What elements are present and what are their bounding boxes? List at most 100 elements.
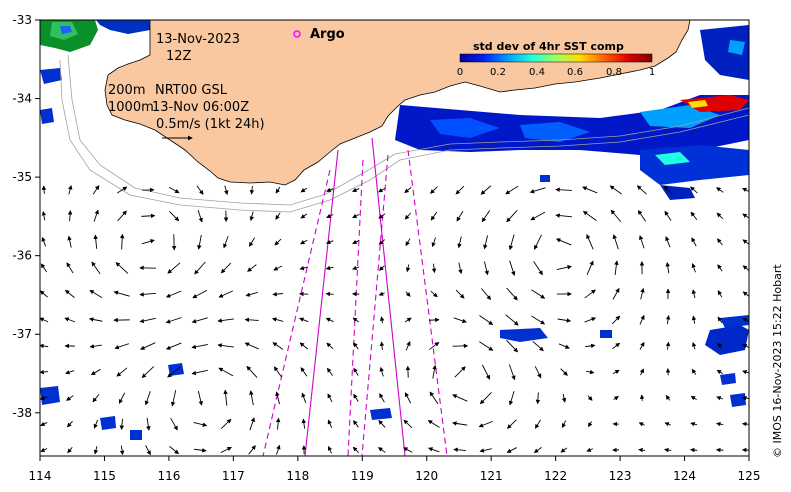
- current-vector: [453, 317, 467, 324]
- current-vector: [614, 260, 619, 275]
- current-vector: [505, 185, 519, 195]
- current-vector: [378, 291, 385, 296]
- current-vector: [690, 186, 698, 194]
- current-vector: [220, 418, 232, 429]
- current-vector: [665, 236, 671, 248]
- current-vector: [742, 213, 749, 219]
- lon-tick-label: 120: [415, 469, 438, 483]
- lat-tick-label: -33: [12, 13, 32, 27]
- current-vector: [144, 391, 151, 406]
- current-vector: [560, 447, 568, 453]
- current-vector: [506, 447, 517, 453]
- current-vector: [506, 209, 518, 223]
- current-vector: [691, 289, 697, 299]
- lat-tick-label: -35: [12, 170, 32, 184]
- current-vector: [66, 420, 73, 428]
- current-vector: [220, 446, 232, 454]
- current-vector: [196, 185, 204, 195]
- current-vector: [93, 234, 98, 249]
- current-vector: [379, 265, 385, 271]
- colorbar-tick-label: 0: [457, 67, 463, 78]
- current-vector: [533, 261, 543, 276]
- current-vector: [555, 213, 573, 218]
- lat-tick-label: -37: [12, 327, 32, 341]
- current-vector: [561, 420, 567, 429]
- current-vector: [716, 396, 724, 401]
- current-vector: [639, 341, 645, 350]
- current-vector: [741, 421, 749, 427]
- current-vector: [191, 344, 208, 350]
- colorbar-ticks: 0 0.2 0.4 0.6 0.8 1: [457, 67, 655, 78]
- current-vector: [505, 314, 519, 326]
- current-vector: [611, 315, 621, 325]
- current-vector: [665, 262, 670, 274]
- current-vector: [716, 212, 724, 220]
- current-vector: [742, 265, 749, 271]
- current-vector: [379, 366, 384, 377]
- current-vector: [530, 211, 546, 221]
- current-vector: [454, 366, 466, 378]
- current-vector: [167, 366, 181, 378]
- current-vector: [116, 367, 128, 377]
- current-vector: [557, 318, 572, 323]
- current-vector: [117, 186, 128, 194]
- current-vector: [325, 291, 334, 297]
- current-vector: [41, 185, 47, 194]
- current-vector: [691, 237, 697, 247]
- current-vector: [612, 369, 620, 375]
- current-vector: [458, 262, 463, 275]
- current-vector: [326, 213, 334, 218]
- current-vector: [430, 211, 438, 221]
- current-vector: [690, 421, 698, 427]
- current-vector: [427, 420, 440, 428]
- current-vector: [691, 315, 697, 324]
- current-vector: [40, 395, 48, 401]
- current-vector: [41, 210, 47, 221]
- current-vector: [66, 395, 74, 401]
- current-vector: [405, 291, 411, 297]
- current-vector: [405, 238, 411, 247]
- current-vector: [535, 392, 541, 405]
- current-vector: [638, 235, 645, 249]
- current-vector: [582, 186, 598, 194]
- current-vector: [141, 213, 156, 219]
- current-vector: [275, 417, 281, 430]
- current-vector: [299, 317, 309, 323]
- current-vector: [119, 445, 125, 456]
- current-vector: [690, 447, 698, 453]
- colorbar: [459, 53, 653, 63]
- current-vector: [717, 343, 723, 349]
- current-vector: [192, 289, 208, 299]
- lon-tick-label: 122: [544, 469, 567, 483]
- current-vector: [456, 210, 464, 222]
- current-vector: [610, 209, 622, 223]
- current-vector: [455, 289, 465, 299]
- argo-marker-icon: [293, 30, 301, 38]
- current-vector: [742, 187, 749, 193]
- current-vector: [508, 234, 515, 251]
- lon-tick-label: 121: [480, 469, 503, 483]
- current-vector: [194, 448, 207, 453]
- current-vector: [248, 445, 256, 455]
- current-vector: [481, 288, 492, 301]
- current-vector: [91, 261, 101, 275]
- lat-tick-label: -38: [12, 406, 32, 420]
- current-vector: [140, 342, 156, 350]
- current-vector: [245, 291, 258, 297]
- current-vector: [428, 447, 440, 453]
- longitude-axis: 114 115 116 117 118 119 120 121 122 123 124 125: [29, 456, 760, 483]
- current-vector: [431, 263, 437, 274]
- satellite-tracks: [262, 137, 448, 456]
- current-vector: [533, 447, 542, 454]
- argo-legend-label: Argo: [310, 27, 345, 42]
- current-vector: [327, 393, 333, 403]
- current-vector: [300, 367, 308, 377]
- current-vector: [612, 287, 620, 300]
- lon-tick-label: 124: [673, 469, 696, 483]
- current-vector: [327, 445, 333, 454]
- current-vector: [67, 210, 73, 222]
- current-vector: [665, 341, 671, 350]
- current-vector: [716, 369, 723, 375]
- current-vector: [223, 389, 228, 406]
- current-vector: [194, 261, 206, 275]
